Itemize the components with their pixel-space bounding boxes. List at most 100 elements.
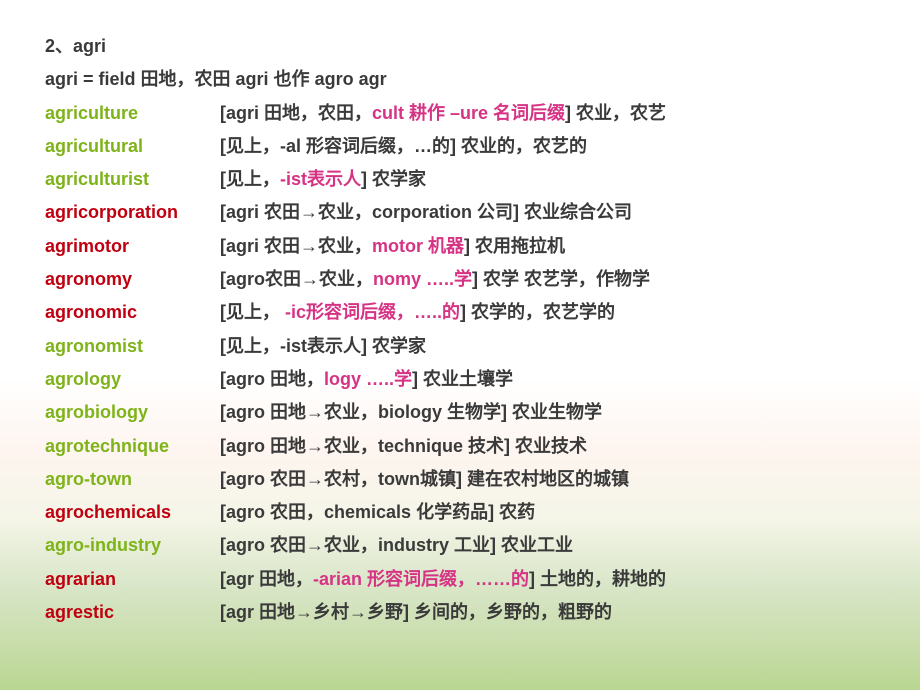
entry-part: town (378, 469, 420, 489)
entry-part: 的 (432, 136, 450, 156)
entry-term: agricultural (45, 130, 220, 163)
entry-part: 农业生物学 (512, 402, 602, 422)
entry-part: 农业土壤学 (423, 369, 513, 389)
entry-part: 农业，农艺 (576, 103, 666, 123)
entry-term: agrochemicals (45, 496, 220, 529)
entry-row: agriculturist[见上，-ist表示人] 农学家 (45, 163, 875, 196)
entry-part: ] (412, 369, 423, 389)
entry-part: 农学 农艺学，作物学 (483, 269, 650, 289)
entry-part: 农田→农业， (264, 202, 372, 222)
entry-part: 公司 (477, 202, 513, 222)
entry-part: 工业 (454, 535, 490, 555)
entry-part: chemicals (324, 502, 416, 522)
entry-part: 建在农村地区的城镇 (467, 469, 629, 489)
entry-term: agrotechnique (45, 430, 220, 463)
entry-term: agro-town (45, 463, 220, 496)
entry-part: -ist表示人 (280, 336, 361, 356)
section-number: 2、agri (45, 30, 875, 63)
entry-row: agronomy[agro农田→农业，nomy …..学] 农学 农艺学，作物学 (45, 263, 875, 296)
entry-row: agro-town[agro 农田→农村，town城镇] 建在农村地区的城镇 (45, 463, 875, 496)
entry-part: [agro (220, 502, 270, 522)
entry-part: 农学家 (372, 336, 426, 356)
entry-row: agricorporation[agri 农田→农业，corporation 公… (45, 196, 875, 229)
entry-part: [agro (220, 369, 270, 389)
entry-part: 农田→农业， (270, 535, 378, 555)
entry-term: agro-industry (45, 529, 220, 562)
entry-part: nomy …..学 (373, 269, 472, 289)
entry-part: ] (450, 136, 461, 156)
entry-part: 见上， (226, 336, 280, 356)
entry-part: 乡间的，乡野的，粗野的 (414, 602, 612, 622)
entry-part: ] (472, 269, 483, 289)
entry-part: [agr (220, 602, 259, 622)
entry-part: [agro (220, 469, 270, 489)
entry-part: 农业综合公司 (524, 202, 632, 222)
entry-part: 见上， (226, 302, 285, 322)
entry-row: agrochemicals[agro 农田，chemicals 化学药品] 农药 (45, 496, 875, 529)
entry-part: -arian 形容词后缀，……的 (313, 569, 529, 589)
entry-part: 见上， (226, 136, 280, 156)
root-definition: agri = field 田地，农田 agri 也作 agro agr (45, 63, 875, 96)
entry-part: 田地，农田， (264, 103, 372, 123)
entry-row: agronomist[见上，-ist表示人] 农学家 (45, 330, 875, 363)
entry-row: agrotechnique[agro 田地→农业，technique 技术] 农… (45, 430, 875, 463)
entry-part: ] (488, 502, 499, 522)
entry-part: 农田→农业， (265, 269, 373, 289)
entry-term: agronomist (45, 330, 220, 363)
entry-part: ] (460, 302, 471, 322)
entry-part: 田地， (259, 569, 313, 589)
entry-row: agro-industry[agro 农田→农业，industry 工业] 农业… (45, 529, 875, 562)
entry-term: agricorporation (45, 196, 220, 229)
entry-part: ] (501, 402, 512, 422)
entry-part: 田地， (270, 369, 324, 389)
entry-part: 田地→农业， (270, 436, 378, 456)
entry-row: agrimotor[agri 农田→农业，motor 机器] 农用拖拉机 (45, 230, 875, 263)
entry-part: biology (378, 402, 447, 422)
entry-part: 农用拖拉机 (475, 236, 565, 256)
entry-part: 见上， (226, 169, 280, 189)
entry-part: 田地→农业， (270, 402, 378, 422)
entry-part: cult 耕作 –ure 名词后缀 (372, 103, 565, 123)
entry-part: [agro (220, 436, 270, 456)
entry-term: agrestic (45, 596, 220, 629)
entry-term: agrimotor (45, 230, 220, 263)
entry-part: -al (280, 136, 306, 156)
entry-part: [agri (220, 202, 264, 222)
entry-part: [agro (220, 402, 270, 422)
entry-part: corporation (372, 202, 477, 222)
entry-part: 生物学 (447, 402, 501, 422)
entry-row: agricultural[见上，-al 形容词后缀，…的] 农业的，农艺的 (45, 130, 875, 163)
entry-row: agriculture[agri 田地，农田，cult 耕作 –ure 名词后缀… (45, 97, 875, 130)
entry-term: agrobiology (45, 396, 220, 429)
entry-term: agronomy (45, 263, 220, 296)
entry-term: agriculturist (45, 163, 220, 196)
entry-part: 农业技术 (515, 436, 587, 456)
entry-part: technique (378, 436, 468, 456)
entry-term: agronomic (45, 296, 220, 329)
entry-part: ] (504, 436, 515, 456)
entry-row: agrology[agro 田地，logy …..学] 农业土壤学 (45, 363, 875, 396)
entry-row: agrarian[agr 田地，-arian 形容词后缀，……的] 土地的，耕地… (45, 563, 875, 596)
entry-part: 农业的，农艺的 (461, 136, 587, 156)
entries-list: agriculture[agri 田地，农田，cult 耕作 –ure 名词后缀… (45, 97, 875, 630)
entry-part: [agr (220, 569, 259, 589)
entry-part: 农业工业 (501, 535, 573, 555)
entry-part: [agri (220, 103, 264, 123)
entry-part: 田地→乡村→乡野 (259, 602, 403, 622)
entry-part: 形容词后缀， (306, 136, 414, 156)
entry-part: 农药 (499, 502, 535, 522)
entry-part: ] (403, 602, 414, 622)
entry-part: 农学的，农艺学的 (471, 302, 615, 322)
entry-part: industry (378, 535, 454, 555)
entry-part: ] (513, 202, 524, 222)
entry-part: ] (529, 569, 540, 589)
entry-part: 农田， (270, 502, 324, 522)
entry-row: agrestic[agr 田地→乡村→乡野] 乡间的，乡野的，粗野的 (45, 596, 875, 629)
entry-part: [agri (220, 236, 264, 256)
entry-part: ] (361, 169, 372, 189)
entry-part: [agro (220, 535, 270, 555)
entry-part: 技术 (468, 436, 504, 456)
entry-part: -ist表示人 (280, 169, 361, 189)
entry-part: ] (456, 469, 467, 489)
entry-part: ] (565, 103, 576, 123)
